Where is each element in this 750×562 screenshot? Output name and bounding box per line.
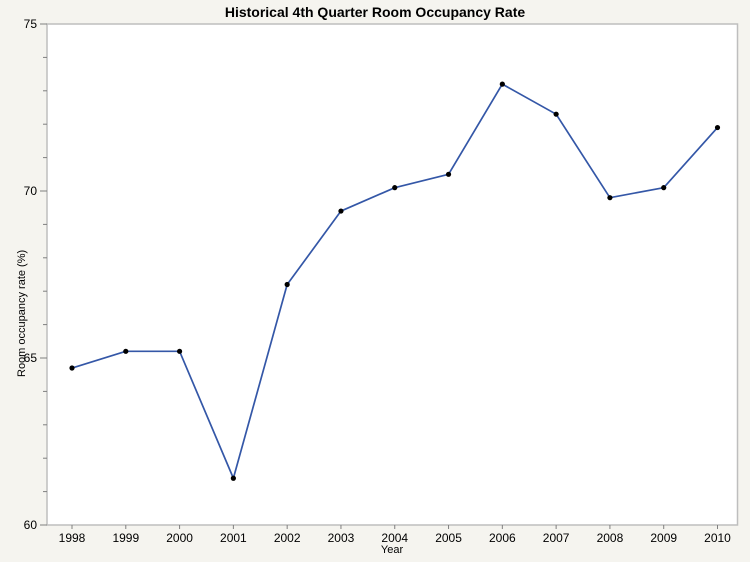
data-point-2003 xyxy=(338,208,344,214)
data-point-2002 xyxy=(284,281,290,288)
chart-title: Historical 4th Quarter Room Occupancy Ra… xyxy=(224,4,526,20)
data-point-2004 xyxy=(392,185,398,191)
data-point-2001 xyxy=(230,475,236,481)
y-tick-label: 60 xyxy=(24,518,38,532)
x-tick-label: 2001 xyxy=(220,531,247,545)
data-point-1998 xyxy=(69,365,75,371)
plot-frame xyxy=(46,23,739,526)
x-tick-label: 2009 xyxy=(650,531,677,545)
y-tick-label: 75 xyxy=(24,17,38,31)
x-tick-label: 2006 xyxy=(489,531,516,545)
data-point-2005 xyxy=(445,171,452,177)
x-tick-label: 2003 xyxy=(328,531,355,545)
data-point-2008 xyxy=(607,195,613,201)
y-axis-title: Room occupancy rate (%) xyxy=(16,249,28,377)
x-tick-label: 1999 xyxy=(112,531,139,545)
data-point-2010 xyxy=(714,124,721,131)
y-tick-label: 65 xyxy=(24,351,38,365)
x-tick-label: 2000 xyxy=(166,531,193,545)
y-tick-label: 70 xyxy=(24,184,38,198)
x-tick-label: 2007 xyxy=(543,531,570,545)
data-point-1999 xyxy=(123,348,129,354)
data-point-2000 xyxy=(176,348,183,354)
x-tick-label: 2005 xyxy=(435,531,462,545)
x-axis-title: Year xyxy=(380,544,404,556)
x-tick-label: 2002 xyxy=(274,531,301,545)
x-tick-label: 1998 xyxy=(59,531,86,545)
data-point-2007 xyxy=(553,111,559,117)
data-point-2006 xyxy=(499,81,505,87)
x-tick-label: 2010 xyxy=(704,531,731,545)
data-point-2009 xyxy=(661,185,667,191)
x-tick-label: 2008 xyxy=(597,531,624,545)
x-tick-label: 2004 xyxy=(381,531,408,545)
